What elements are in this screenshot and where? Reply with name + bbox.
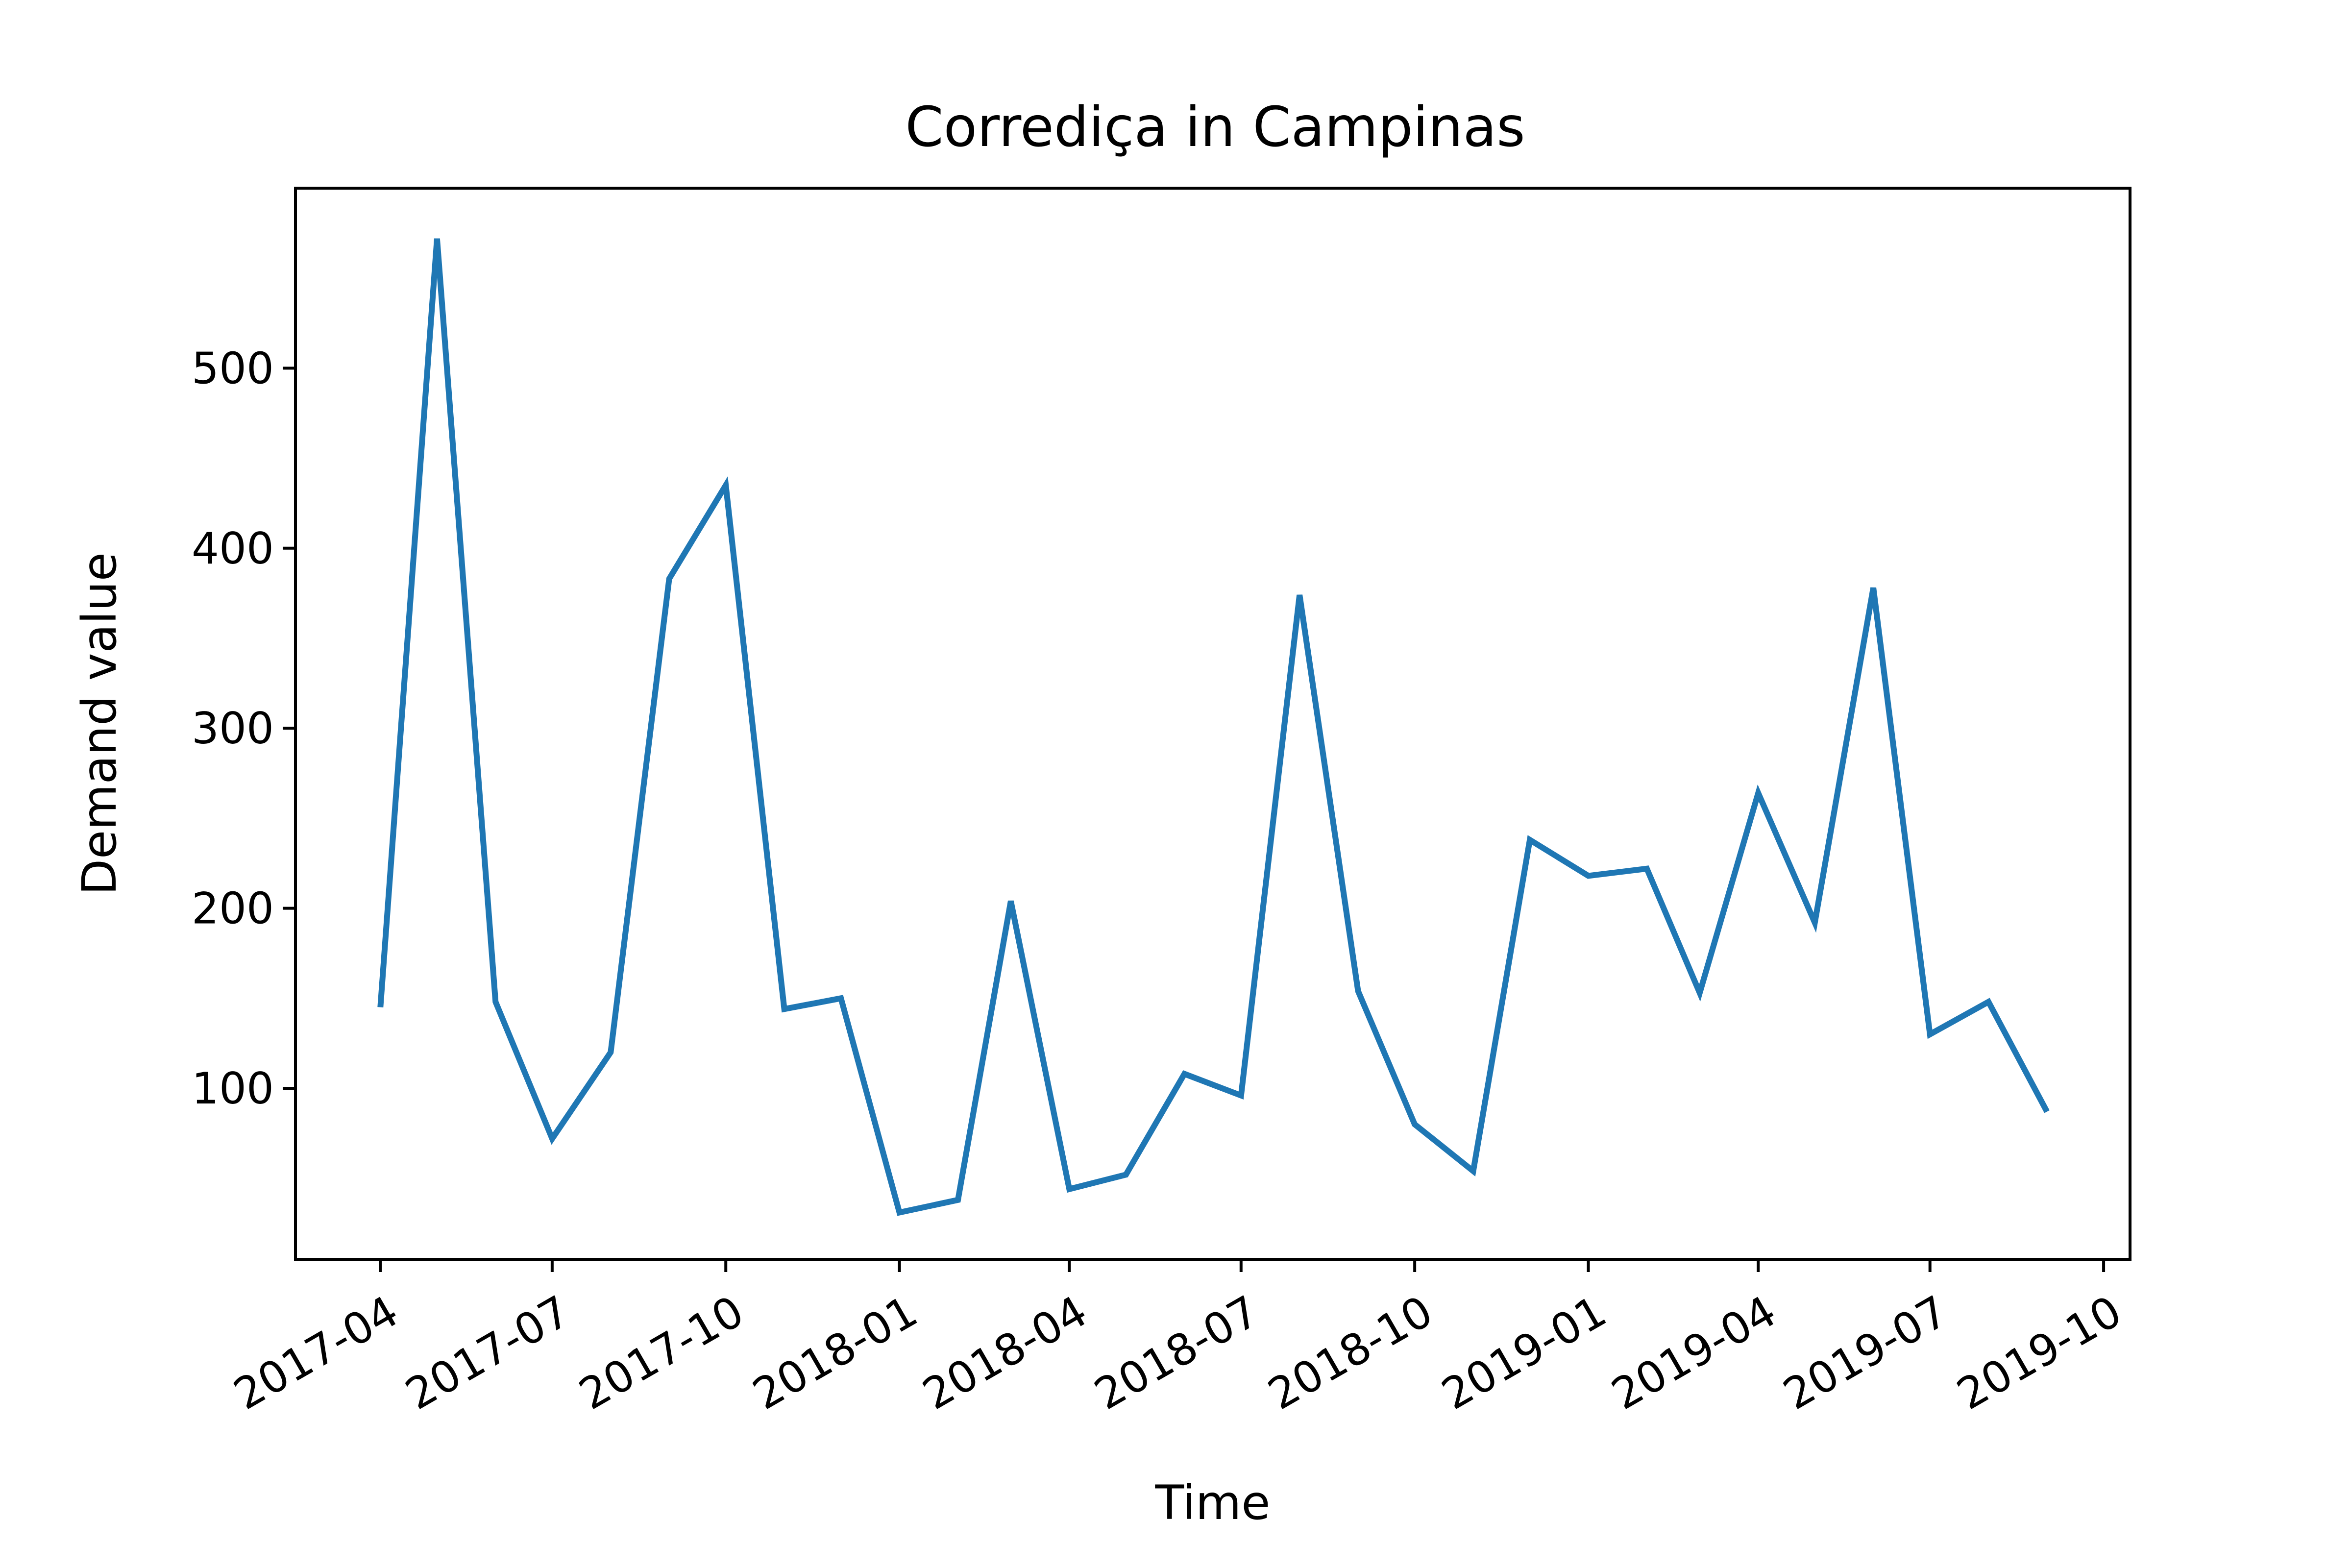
y-tick-label: 300 bbox=[192, 703, 274, 754]
x-tick-label: 2017-10 bbox=[571, 1286, 752, 1420]
x-tick-label: 2019-04 bbox=[1603, 1286, 1785, 1420]
x-tick-label: 2018-01 bbox=[744, 1286, 926, 1420]
x-tick-label: 2018-04 bbox=[914, 1286, 1096, 1420]
series-line bbox=[377, 238, 2050, 1216]
y-tick-label: 100 bbox=[192, 1063, 274, 1114]
plot-area-frame bbox=[294, 187, 2132, 1261]
y-tick-label: 500 bbox=[192, 343, 274, 393]
x-tick-label: 2018-10 bbox=[1260, 1286, 1441, 1420]
x-axis-label: Time bbox=[1155, 1475, 1271, 1530]
y-axis-label: Demand value bbox=[72, 552, 127, 895]
y-tick-label: 200 bbox=[192, 883, 274, 934]
x-tick-label: 2018-07 bbox=[1086, 1286, 1267, 1420]
x-tick-label: 2019-07 bbox=[1775, 1286, 1956, 1420]
x-tick-label: 2017-07 bbox=[397, 1286, 578, 1420]
x-tick-label: 2019-10 bbox=[1949, 1286, 2130, 1420]
y-tick-label: 400 bbox=[192, 523, 274, 574]
x-tick-label: 2017-04 bbox=[225, 1286, 407, 1420]
x-tick-label: 2019-01 bbox=[1433, 1286, 1615, 1420]
chart-title: Corrediça in Campinas bbox=[905, 96, 1525, 159]
